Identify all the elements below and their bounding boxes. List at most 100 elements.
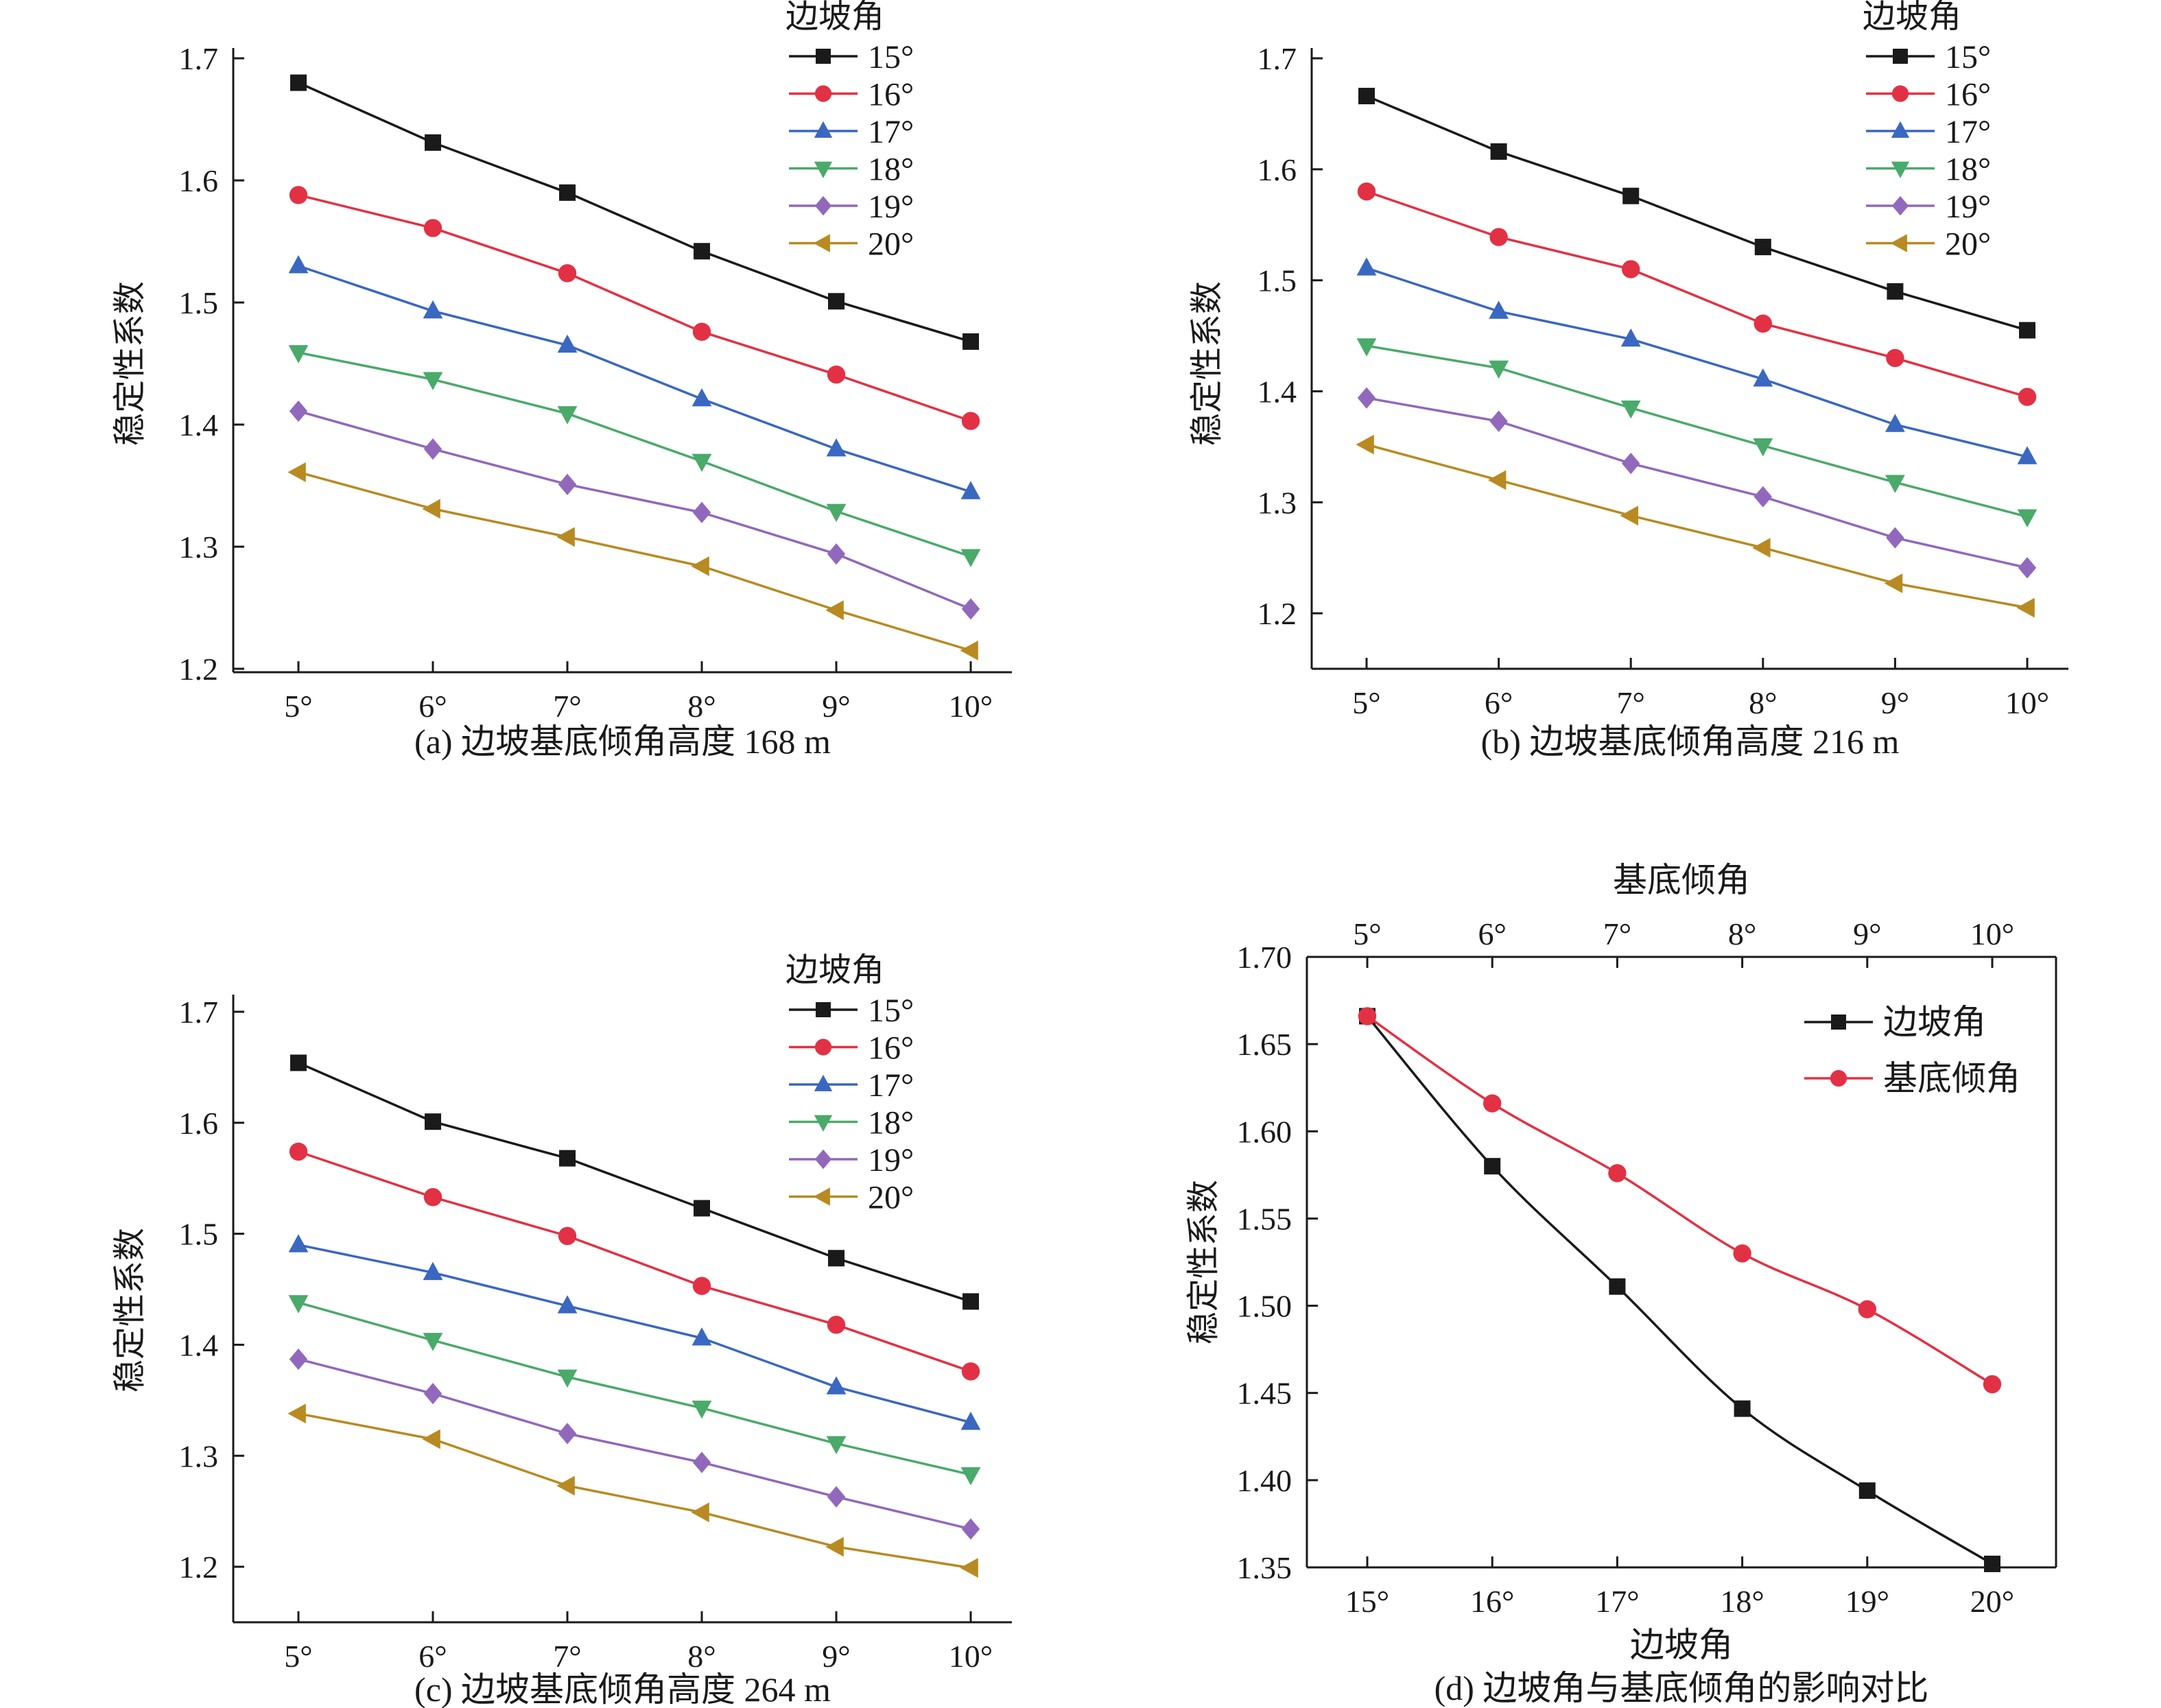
data-point — [1484, 1158, 1501, 1175]
data-point — [963, 333, 979, 350]
data-point — [692, 1327, 712, 1346]
legend-marker — [1893, 49, 1908, 64]
x-top-tick-label: 8° — [1728, 916, 1756, 951]
y-tick-label: 1.70 — [1237, 940, 1292, 975]
series-line — [1366, 267, 2028, 458]
legend-item: 17° — [1866, 114, 1991, 150]
data-point — [1622, 260, 1640, 278]
data-point — [289, 1142, 308, 1161]
chart-caption: (a) 边坡基底倾角高度 168 m — [414, 722, 831, 761]
y-tick-label: 1.35 — [1237, 1550, 1292, 1585]
legend-marker — [816, 49, 831, 64]
y-tick-label: 1.6 — [1257, 152, 1297, 187]
x-tick-label: 10° — [2005, 685, 2049, 720]
data-point — [1620, 400, 1641, 419]
data-point — [423, 372, 443, 390]
legend-label: 18° — [1945, 152, 1991, 188]
data-point — [423, 1383, 442, 1405]
data-point — [1984, 1555, 2000, 1572]
data-point — [423, 1188, 442, 1207]
data-point — [1620, 506, 1638, 526]
data-point — [2018, 557, 2037, 579]
legend-marker — [814, 85, 832, 102]
x-top-tick-label: 6° — [1478, 916, 1506, 951]
y-tick-label: 1.2 — [1257, 596, 1297, 631]
legend-item: 基底倾角 — [1804, 1059, 2020, 1098]
legend-item: 20° — [789, 226, 914, 263]
x-top-tick-label: 7° — [1603, 916, 1631, 951]
legend-item: 15° — [789, 993, 914, 1029]
series-1 — [1357, 182, 2037, 406]
data-point — [694, 1200, 710, 1217]
data-point — [422, 1429, 440, 1449]
legend-marker — [1891, 121, 1910, 138]
data-point — [289, 1348, 308, 1371]
legend-label: 基底倾角 — [1883, 1059, 2020, 1098]
x-tick-label: 16° — [1470, 1584, 1514, 1619]
legend-label: 18° — [868, 1105, 914, 1141]
x-tick-label: 10° — [949, 689, 993, 724]
y-tick-label: 1.50 — [1237, 1289, 1292, 1324]
legend-marker — [814, 161, 833, 178]
data-point — [960, 549, 981, 567]
x-top-tick-label: 9° — [1853, 916, 1881, 951]
legend-item: 16° — [789, 77, 914, 113]
legend-label: 17° — [1945, 114, 1991, 150]
legend-marker — [1891, 195, 1909, 216]
series-line — [298, 1150, 971, 1373]
y-axis-label: 稳定性系数 — [1185, 1180, 1222, 1344]
y-tick-label: 1.6 — [179, 1106, 219, 1141]
data-point — [691, 1502, 709, 1523]
data-point — [559, 184, 576, 201]
series-line — [298, 1061, 971, 1303]
series-1 — [289, 1142, 980, 1381]
data-point — [423, 438, 442, 460]
legend-title: 边坡角 — [786, 952, 884, 988]
y-tick-label: 1.6 — [179, 163, 219, 198]
y-tick-label: 1.4 — [1257, 374, 1297, 409]
data-point — [558, 264, 577, 283]
x-tick-label: 6° — [1485, 685, 1513, 720]
data-point — [1357, 387, 1376, 409]
chart-c: 1.2 1.3 1.4 1.5 1.6 1.7 5° 6° 7° 8° 9° 10° 稳定性系数 (c) … — [112, 952, 1012, 1708]
series-3 — [1356, 338, 2038, 527]
data-point — [1886, 527, 1904, 549]
y-tick-label: 1.3 — [179, 1438, 219, 1473]
y-tick-label: 1.5 — [179, 285, 219, 320]
series-line — [1366, 396, 2028, 569]
data-point — [961, 412, 980, 430]
legend-item: 19° — [789, 189, 914, 225]
legend-item: 19° — [789, 1142, 914, 1178]
data-point — [826, 1436, 847, 1455]
legend-marker — [814, 1039, 832, 1056]
series-line — [1366, 190, 2028, 399]
series-line — [298, 471, 971, 652]
data-point — [1983, 1375, 2002, 1394]
legend-label: 20° — [1945, 226, 1991, 263]
data-point — [961, 1518, 980, 1540]
data-point — [827, 1316, 846, 1334]
series-line — [298, 82, 971, 343]
legend-label: 15° — [868, 993, 914, 1029]
data-point — [289, 186, 308, 204]
data-point — [692, 453, 712, 472]
series-line — [298, 1244, 971, 1424]
y-tick-label: 1.5 — [1257, 263, 1297, 298]
y-tick-label: 1.3 — [1257, 485, 1297, 520]
data-point — [828, 293, 845, 310]
series-line — [298, 264, 971, 493]
legend-label: 15° — [868, 39, 914, 75]
legend-title: 边坡角 — [786, 0, 884, 35]
data-point — [1483, 1094, 1502, 1113]
x-tick-label: 5° — [1352, 685, 1380, 720]
legend-label: 15° — [1945, 39, 1991, 75]
data-point — [558, 1423, 577, 1445]
data-point — [557, 406, 578, 425]
legend-label: 18° — [868, 152, 914, 188]
data-point — [425, 134, 441, 151]
y-axis-label: 稳定性系数 — [112, 1228, 148, 1392]
legend-label: 20° — [868, 226, 914, 263]
x-top-tick-label: 10° — [1970, 916, 2014, 951]
data-point — [960, 1412, 981, 1430]
